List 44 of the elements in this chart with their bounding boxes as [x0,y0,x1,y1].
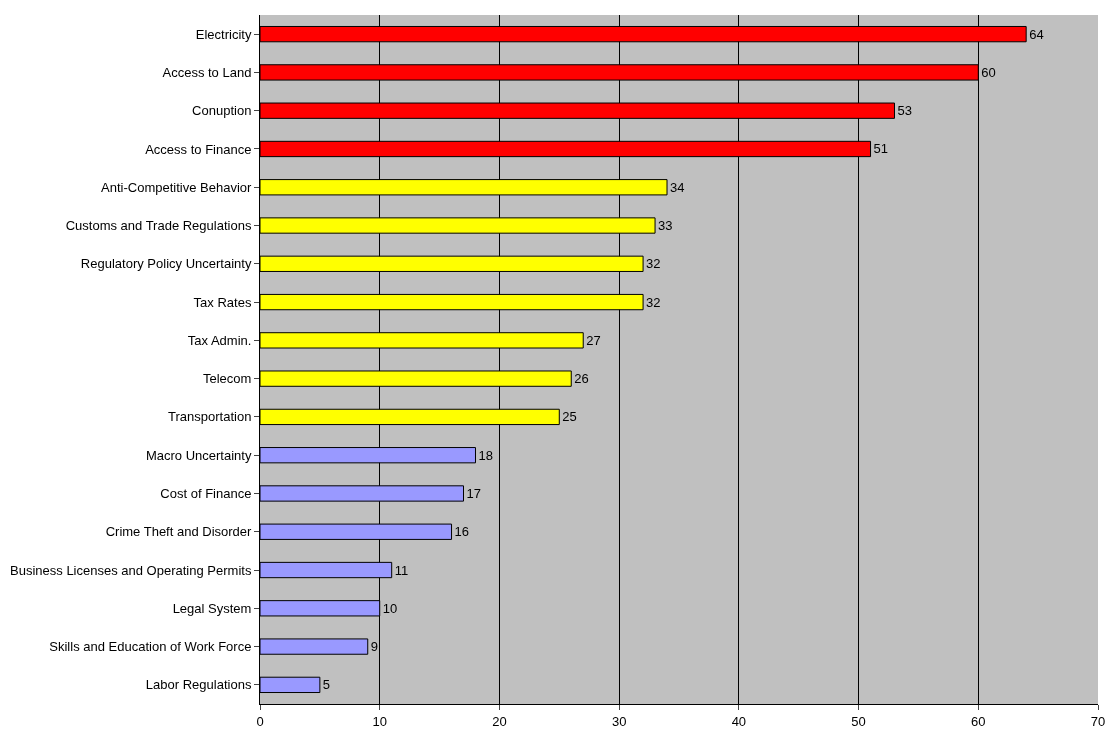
y-tick-label: Access to Land [162,64,252,80]
y-tick-label: Electricity [195,26,252,42]
data-label: 51 [873,141,889,157]
y-tick-label: Anti-Competitive Behavior [101,179,253,195]
data-label: 53 [897,103,912,119]
y-tick-label: Tax Rates [193,294,252,310]
data-label: 60 [981,64,996,80]
data-label: 32 [646,294,661,310]
x-tick-label: 20 [492,713,507,729]
data-label: 10 [382,600,398,616]
data-label: 34 [670,179,685,195]
y-tick-label: Conuption [192,103,252,119]
x-tick-label: 60 [971,713,986,729]
data-label: 26 [574,371,589,387]
data-label: 32 [646,256,661,272]
y-tick-label: Business Licenses and Operating Permits [10,562,252,578]
y-tick-label: Transportation [168,409,252,425]
data-label: 25 [562,409,577,425]
data-label: 27 [586,332,601,348]
y-tick-label: Tax Admin. [187,332,252,348]
x-tick-label: 30 [611,713,627,729]
y-tick-label: Crime Theft and Disorder [105,524,253,540]
data-label: 9 [370,639,378,655]
y-tick-label: Regulatory Policy Uncertainty [80,256,252,272]
y-tick-label: Legal System [172,600,252,616]
data-label: 64 [1029,26,1044,42]
data-label: 33 [658,218,673,234]
x-tick-label: 40 [731,713,747,729]
y-tick-label: Labor Regulations [145,677,252,693]
x-tick-label: 0 [256,713,264,729]
data-label: 11 [394,562,409,578]
x-tick-label: 50 [851,713,866,729]
data-label: 5 [322,677,331,693]
y-tick-label: Customs and Trade Regulations [65,218,252,234]
y-tick-label: Macro Uncertainty [145,447,252,463]
y-tick-label: Access to Finance [145,141,252,157]
y-tick-label: Cost of Finance [160,486,252,502]
data-label: 18 [478,447,493,463]
y-tick-label: Telecom [202,371,252,387]
x-tick-label: 10 [372,713,387,729]
data-label: 17 [466,485,481,501]
x-tick-label: 70 [1090,713,1106,729]
data-label: 16 [454,524,470,540]
y-tick-label: Skills and Education of Work Force [49,639,252,655]
